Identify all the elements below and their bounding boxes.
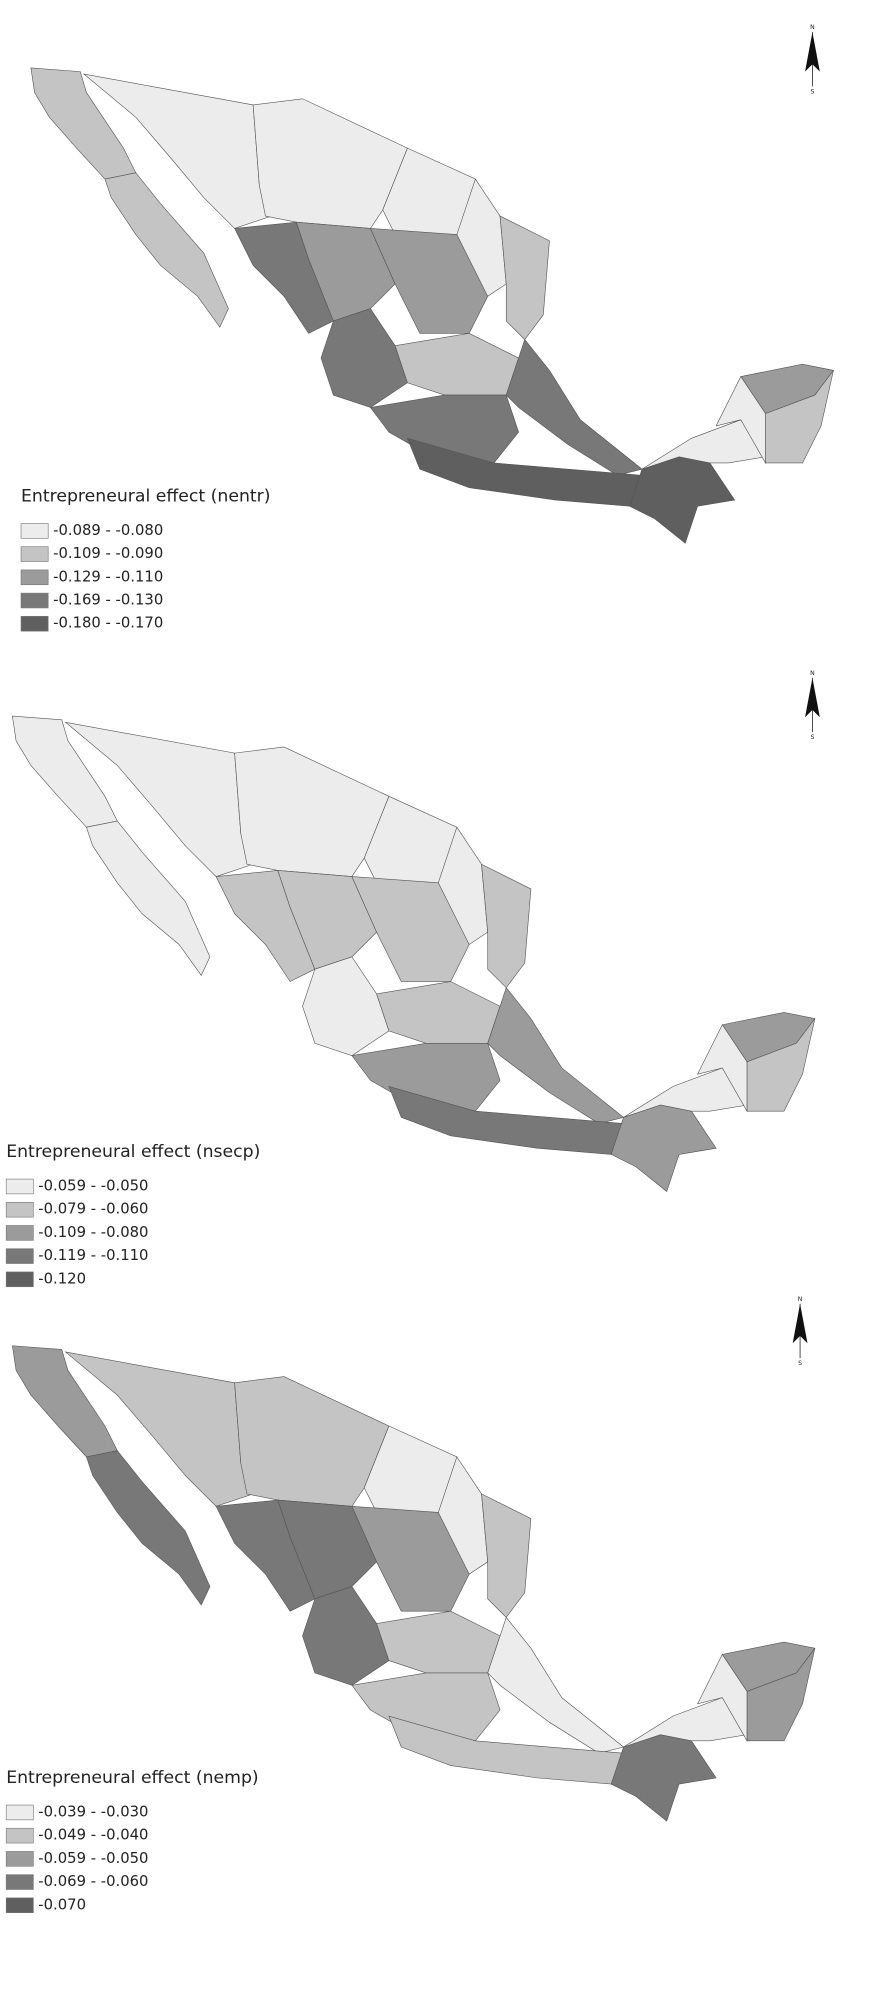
legend-swatch <box>5 1827 34 1844</box>
state <box>376 1610 501 1674</box>
legend-label: -0.119 - -0.110 <box>38 1247 148 1264</box>
legend-swatch <box>20 569 49 586</box>
legend-swatch <box>5 1897 34 1914</box>
legend-swatch <box>20 546 49 562</box>
state <box>302 956 390 1056</box>
legend-label: -0.069 - -0.060 <box>38 1873 148 1890</box>
state <box>394 333 519 396</box>
state <box>351 1672 501 1742</box>
state <box>610 1104 717 1192</box>
compass-south: S <box>810 88 814 95</box>
state <box>623 1697 748 1748</box>
legend-label: -0.180 - -0.170 <box>53 615 163 632</box>
state <box>697 1024 748 1113</box>
state <box>376 981 501 1044</box>
state <box>86 1450 211 1606</box>
legend-label: -0.059 - -0.050 <box>38 1177 148 1194</box>
state <box>369 394 519 464</box>
legend-label: -0.070 <box>38 1896 86 1913</box>
state <box>104 172 229 328</box>
state <box>487 1616 625 1754</box>
state <box>487 987 625 1124</box>
legend-swatch <box>5 1178 34 1195</box>
legend-label: -0.109 - -0.080 <box>38 1224 148 1241</box>
legend-swatch <box>20 616 49 632</box>
legend-swatch <box>5 1271 34 1288</box>
state <box>505 338 643 476</box>
state <box>610 1734 717 1822</box>
state <box>629 456 736 544</box>
compass-south: S <box>810 734 814 741</box>
legend-swatch <box>5 1248 34 1264</box>
legend-label: -0.109 - -0.090 <box>53 545 163 562</box>
state <box>697 1653 748 1743</box>
compass-south: S <box>798 1360 802 1367</box>
legend-swatch <box>5 1201 34 1218</box>
map <box>12 1345 816 1822</box>
legend-swatch <box>20 523 49 539</box>
map <box>30 67 834 544</box>
legend-title: Entrepreneural effect (nentr) <box>21 486 270 506</box>
legend-title: Entrepreneural effect (nsecp) <box>6 1142 260 1162</box>
state <box>623 1067 748 1118</box>
compass-north: N <box>810 670 815 677</box>
compass-north: N <box>798 1296 803 1303</box>
legend-swatch <box>5 1874 34 1890</box>
compass-north: N <box>810 24 815 31</box>
state <box>86 820 211 976</box>
legend-label: -0.089 - -0.080 <box>53 522 163 539</box>
state <box>320 308 408 408</box>
state <box>641 419 767 470</box>
state <box>481 863 532 989</box>
legend-swatch <box>5 1851 34 1867</box>
map <box>12 715 816 1192</box>
legend-label: -0.039 - -0.030 <box>38 1803 148 1820</box>
legend-label: -0.129 - -0.110 <box>53 568 163 585</box>
state <box>715 375 766 465</box>
legend-swatch <box>5 1225 34 1241</box>
legend-swatch <box>20 592 49 609</box>
legend-label: -0.059 - -0.050 <box>38 1850 148 1867</box>
state <box>499 215 550 340</box>
legend-label: -0.169 - -0.130 <box>53 592 163 609</box>
legend-label: -0.120 <box>38 1270 86 1287</box>
state <box>351 1042 501 1112</box>
legend-swatch <box>5 1804 34 1821</box>
state <box>302 1586 390 1686</box>
legend-title: Entrepreneural effect (nemp) <box>6 1768 258 1788</box>
legend-label: -0.049 - -0.040 <box>38 1827 148 1844</box>
legend-label: -0.079 - -0.060 <box>38 1201 148 1218</box>
state <box>481 1493 532 1618</box>
